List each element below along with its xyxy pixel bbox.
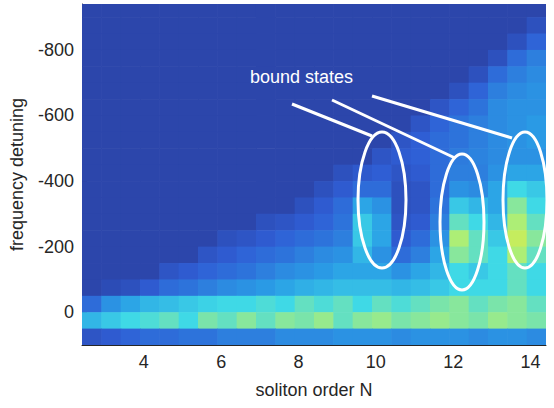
svg-text:-800: -800 bbox=[38, 40, 74, 60]
svg-text:-200: -200 bbox=[38, 237, 74, 257]
svg-text:12: 12 bbox=[443, 352, 463, 372]
svg-text:frequency detuning: frequency detuning bbox=[7, 98, 27, 251]
svg-text:bound states: bound states bbox=[250, 67, 353, 87]
svg-text:10: 10 bbox=[366, 352, 386, 372]
svg-text:-400: -400 bbox=[38, 171, 74, 191]
svg-text:4: 4 bbox=[139, 352, 149, 372]
svg-text:6: 6 bbox=[216, 352, 226, 372]
svg-text:soliton order N: soliton order N bbox=[255, 380, 372, 400]
svg-text:14: 14 bbox=[521, 352, 541, 372]
svg-text:8: 8 bbox=[294, 352, 304, 372]
svg-text:0: 0 bbox=[64, 302, 74, 322]
svg-text:-600: -600 bbox=[38, 105, 74, 125]
